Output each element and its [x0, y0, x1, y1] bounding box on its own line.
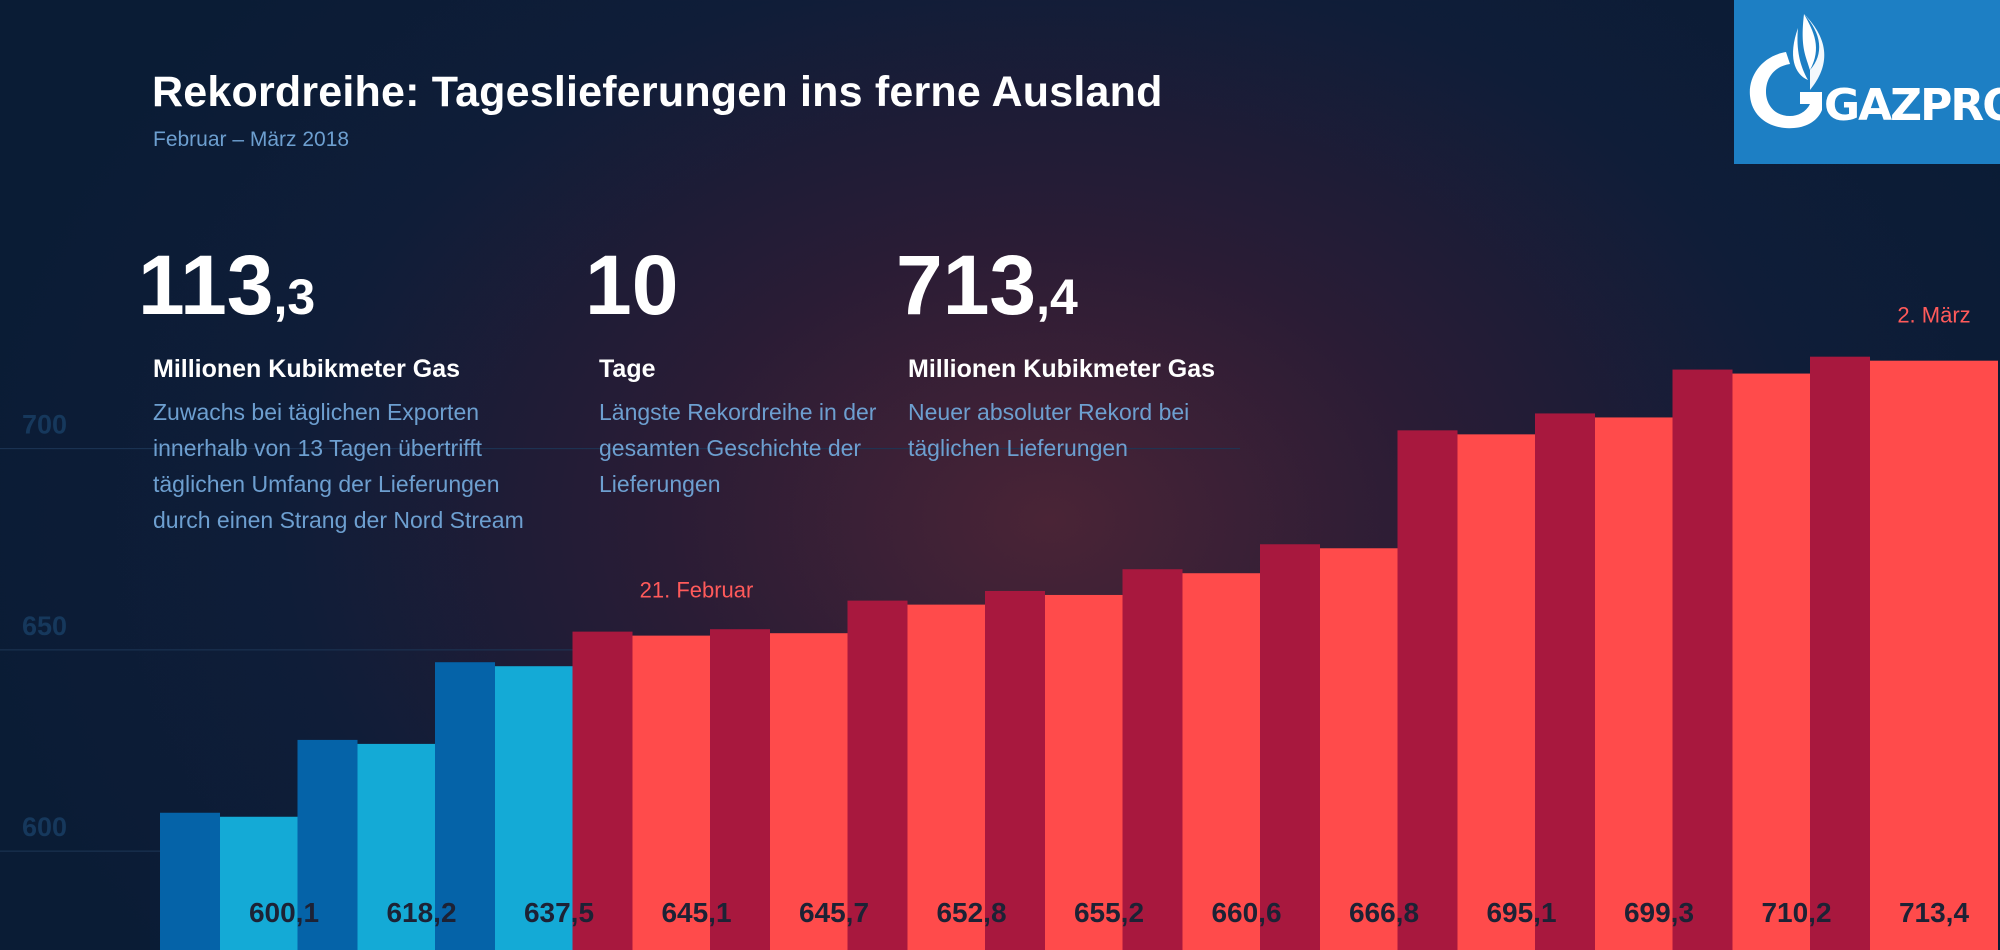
page-title: Rekordreihe: Tageslieferungen ins ferne …	[152, 68, 1163, 116]
value-label-8: 666,8	[1349, 897, 1419, 928]
bar-side-10	[1535, 413, 1595, 950]
stat-growth: 113,3 Millionen Kubikmeter Gas Zuwachs b…	[138, 243, 558, 538]
gazprom-logo: GAZPROM	[1734, 0, 2000, 164]
stat-days-value: 10	[585, 238, 679, 332]
stat-record-value: 713,4	[896, 238, 1078, 332]
annotation-0: 21. Februar	[640, 578, 754, 603]
y-tick-label-700: 700	[22, 410, 67, 440]
stat-growth-description: Zuwachs bei täglichen Exporten innerhalb…	[153, 399, 524, 533]
value-label-9: 695,1	[1486, 897, 1556, 928]
bar-12	[1870, 360, 1998, 950]
bar-side-0	[160, 812, 220, 950]
y-axis-ticks: 600 650 700	[22, 410, 67, 843]
bar-side-5	[847, 600, 908, 950]
annotation-1: 2. März	[1897, 303, 1970, 328]
logo-text: GAZPROM	[1824, 80, 2000, 131]
stat-growth-unit: Millionen Kubikmeter Gas	[153, 355, 461, 383]
stat-growth-value: 113,3	[138, 238, 316, 332]
stat-record: 713,4 Millionen Kubikmeter Gas Neuer abs…	[896, 243, 1296, 466]
value-label-2: 637,5	[524, 897, 594, 928]
value-label-0: 600,1	[249, 897, 319, 928]
value-label-11: 710,2	[1761, 897, 1831, 928]
bar-side-9	[1397, 430, 1458, 950]
value-label-7: 660,6	[1211, 897, 1281, 928]
value-labels: 600,1 618,2 637,5 645,1 645,7 652,8 655,2 660,6…	[249, 897, 1969, 928]
value-label-3: 645,1	[661, 897, 731, 928]
stat-days-description: Längste Rekordreihe in der gesamten Gesc…	[599, 399, 877, 497]
value-label-10: 699,3	[1624, 897, 1694, 928]
bar-side-11	[1672, 369, 1733, 950]
bar-side-12	[1810, 356, 1870, 950]
stat-record-description: Neuer absoluter Rekord bei täglichen Lie…	[908, 399, 1190, 461]
stat-days-unit: Tage	[599, 355, 656, 383]
bar-side-3	[572, 631, 633, 950]
value-label-12: 713,4	[1899, 897, 1969, 928]
page-subtitle: Februar – März 2018	[153, 128, 350, 151]
value-label-6: 655,2	[1074, 897, 1144, 928]
value-label-4: 645,7	[799, 897, 869, 928]
annotations: 21. Februar 2. März	[640, 303, 1971, 603]
bars	[160, 356, 1998, 950]
bar-side-6	[985, 590, 1045, 950]
bar-side-8	[1260, 544, 1320, 950]
bar-side-4	[710, 629, 770, 950]
value-label-1: 618,2	[386, 897, 456, 928]
bar-side-7	[1122, 569, 1183, 950]
bar-side-1	[297, 739, 358, 950]
stat-days: 10 Tage Längste Rekordreihe in der gesam…	[585, 243, 885, 502]
stat-record-unit: Millionen Kubikmeter Gas	[908, 355, 1216, 383]
value-label-5: 652,8	[936, 897, 1006, 928]
flame-g-icon	[1749, 14, 1825, 129]
bar-side-2	[435, 662, 495, 950]
y-tick-label-650: 650	[22, 611, 67, 641]
y-tick-label-600: 600	[22, 812, 67, 842]
